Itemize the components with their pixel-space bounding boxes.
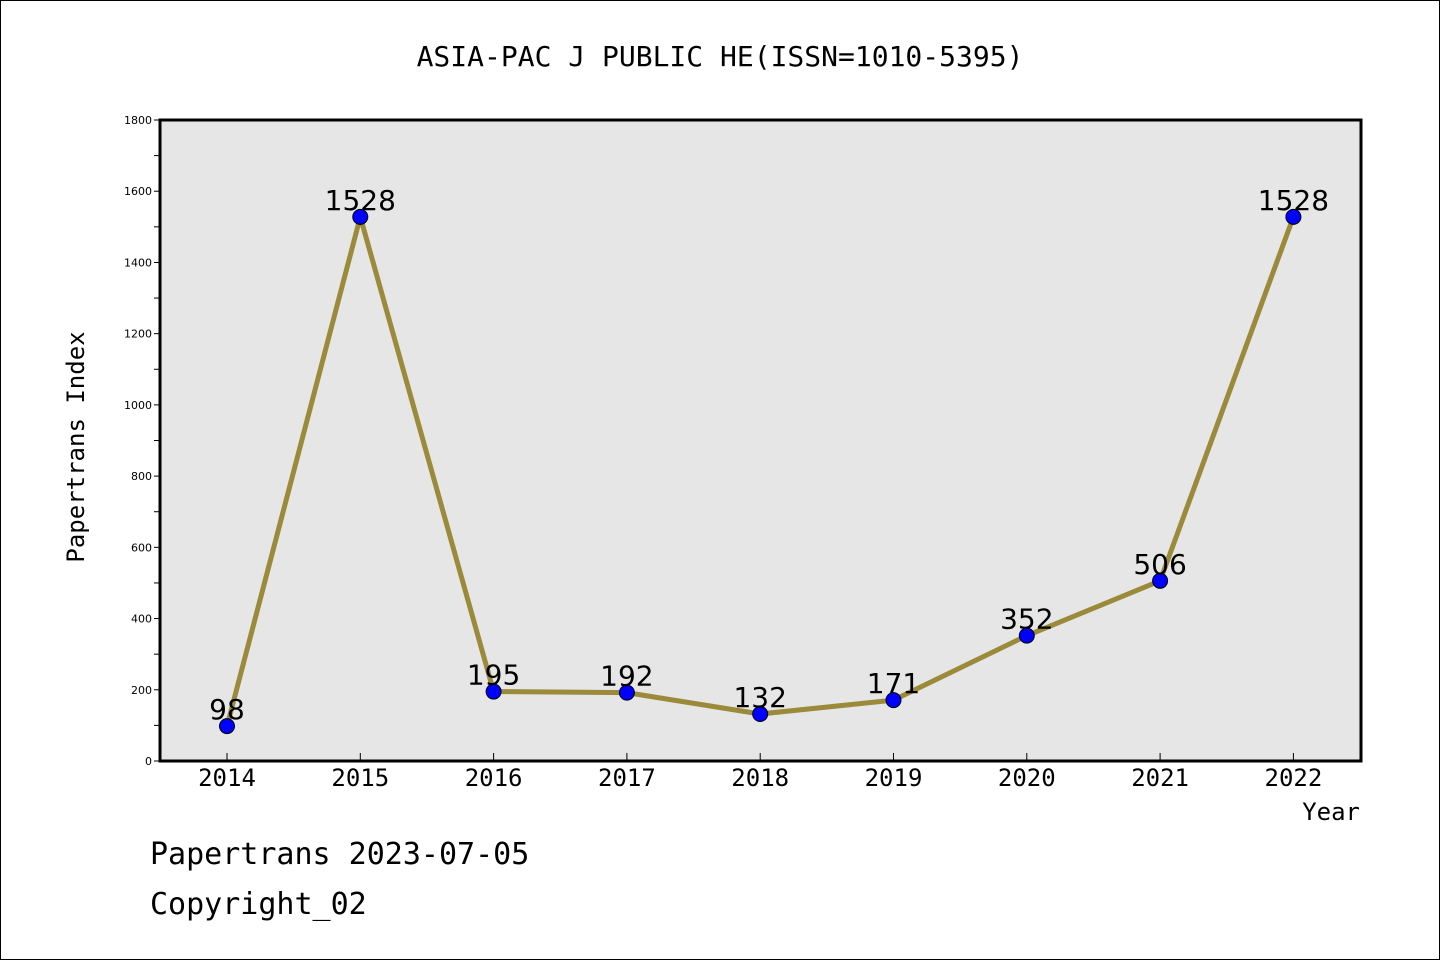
- x-tick-label: 2019: [865, 764, 923, 792]
- data-point: [1018, 627, 1035, 644]
- x-axis-tick-labels: 2014 2015 2016 2017 2018 2019 2020 2021 2022: [198, 764, 1322, 792]
- x-tick-label: 2020: [998, 764, 1056, 792]
- footer-date: Papertrans 2023-07-05: [150, 837, 529, 872]
- x-tick-label: 2014: [198, 764, 256, 792]
- y-tick-label: 1000: [124, 399, 152, 412]
- x-tick-label: 2018: [731, 764, 789, 792]
- data-label: 1528: [1258, 184, 1329, 217]
- x-tick-label: 2016: [465, 764, 523, 792]
- data-point: [1285, 208, 1302, 225]
- y-tick-label: 600: [131, 541, 152, 554]
- footer-copyright: Copyright_02: [150, 887, 367, 922]
- data-point: [1152, 572, 1169, 589]
- x-tick-label: 2021: [1131, 764, 1189, 792]
- y-axis-tick-labels: 0 200 400 600 800 1000 1200 1400 1600 1800: [124, 114, 152, 768]
- plot-border: [158, 118, 1363, 763]
- y-tick-label: 200: [131, 684, 152, 697]
- data-label: 132: [733, 681, 786, 714]
- x-axis-label: Year: [1302, 798, 1360, 826]
- y-tick-label: 1400: [124, 256, 152, 269]
- series-markers: [219, 208, 1302, 735]
- y-tick-label: 1800: [124, 114, 152, 127]
- data-point: [219, 718, 235, 735]
- data-label: 98: [209, 693, 245, 726]
- y-tick-label: 800: [131, 470, 152, 483]
- data-point: [752, 705, 769, 722]
- data-label: 1528: [325, 184, 396, 217]
- data-label: 192: [600, 660, 653, 693]
- y-axis-label: Papertrans Index: [62, 331, 90, 562]
- y-tick-label: 1200: [124, 328, 152, 341]
- y-tick-label: 400: [131, 613, 152, 626]
- chart-title: ASIA-PAC J PUBLIC HE(ISSN=1010-5395): [417, 40, 1024, 73]
- data-point: [485, 683, 502, 700]
- data-point: [885, 692, 902, 709]
- data-point: [618, 684, 635, 701]
- data-label: 171: [867, 667, 920, 700]
- x-tick-label: 2022: [1265, 764, 1323, 792]
- data-label: 352: [1000, 603, 1053, 636]
- x-tick-label: 2017: [598, 764, 656, 792]
- data-label: 195: [467, 659, 520, 692]
- y-tick-label: 0: [145, 755, 152, 768]
- data-label: 506: [1133, 548, 1186, 581]
- x-tick-label: 2015: [331, 764, 389, 792]
- data-value-labels: 98 1528 195 192 132 171 352 506 1528: [209, 184, 1329, 726]
- data-point: [352, 208, 369, 225]
- y-tick-label: 1600: [124, 185, 152, 198]
